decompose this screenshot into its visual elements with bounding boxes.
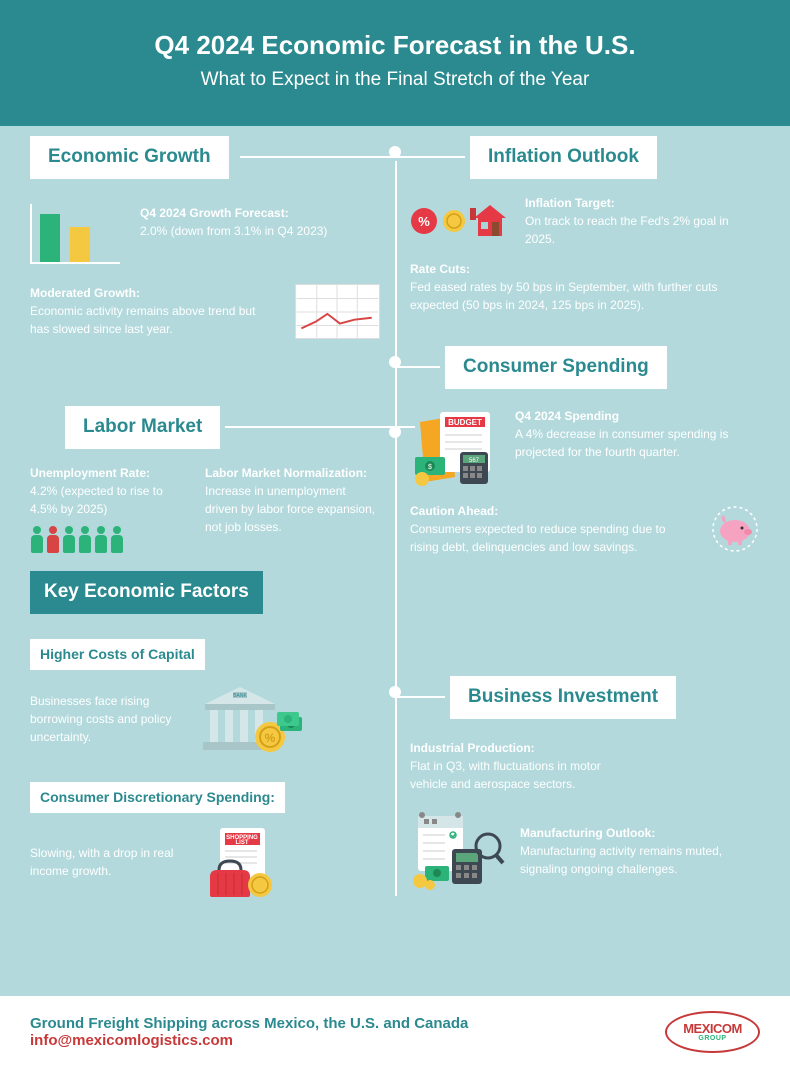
section-economic-growth: Economic Growth Q4 2024 Growth Forecast:… bbox=[30, 136, 380, 339]
section-title: Economic Growth bbox=[30, 136, 229, 179]
growth-forecast-label: Q4 2024 Growth Forecast: bbox=[140, 204, 380, 222]
connector-line bbox=[240, 156, 415, 158]
bank-icon: BANK % bbox=[195, 682, 305, 757]
section-key-factors: Key Economic Factors Higher Costs of Cap… bbox=[30, 571, 380, 900]
moderated-growth-label: Moderated Growth: bbox=[30, 284, 275, 302]
inflation-icons: % bbox=[410, 202, 510, 240]
svg-text:LIST: LIST bbox=[236, 840, 249, 846]
section-title: Consumer Spending bbox=[445, 346, 667, 389]
caution-text: Consumers expected to reduce spending du… bbox=[410, 520, 695, 556]
section-title: Business Investment bbox=[450, 676, 676, 719]
people-icons bbox=[30, 526, 180, 554]
inflation-target-text: On track to reach the Fed's 2% goal in 2… bbox=[525, 212, 760, 248]
rate-cuts-label: Rate Cuts: bbox=[410, 260, 760, 278]
disc-title: Consumer Discretionary Spending: bbox=[30, 782, 285, 813]
timeline-line bbox=[395, 161, 397, 896]
capital-title: Higher Costs of Capital bbox=[30, 639, 205, 670]
svg-text:567: 567 bbox=[469, 458, 480, 464]
section-title: Inflation Outlook bbox=[470, 136, 657, 179]
budget-icon: BUDGET 567 $ bbox=[410, 407, 500, 487]
footer: Ground Freight Shipping across Mexico, t… bbox=[0, 996, 790, 1068]
connector-line bbox=[225, 426, 415, 428]
svg-text:BANK: BANK bbox=[233, 693, 247, 699]
industrial-text: Flat in Q3, with fluctuations in motor v… bbox=[410, 757, 610, 793]
connector-line bbox=[395, 156, 465, 158]
bar-chart-icon bbox=[30, 204, 120, 264]
shopping-icon: SHOPPINGLIST bbox=[195, 825, 285, 900]
rate-cuts-text: Fed eased rates by 50 bps in September, … bbox=[410, 278, 760, 314]
section-title: Labor Market bbox=[65, 406, 220, 449]
manuf-text: Manufacturing activity remains muted, si… bbox=[520, 842, 760, 878]
section-business: Business Investment Industrial Productio… bbox=[410, 676, 760, 891]
infographic-body: Economic Growth Q4 2024 Growth Forecast:… bbox=[0, 126, 790, 996]
company-logo: MEXICOM GROUP bbox=[665, 1011, 760, 1053]
line-chart-icon bbox=[295, 284, 380, 339]
svg-text:%: % bbox=[265, 731, 276, 745]
section-labor: Labor Market Unemployment Rate: 4.2% (ex… bbox=[30, 406, 380, 554]
labor-norm-label: Labor Market Normalization: bbox=[205, 464, 380, 482]
manufacturing-icon bbox=[410, 811, 505, 891]
unemployment-text: 4.2% (expected to rise to 4.5% by 2025) bbox=[30, 484, 163, 516]
manuf-label: Manufacturing Outlook: bbox=[520, 824, 760, 842]
connector-line bbox=[395, 366, 440, 368]
labor-norm-text: Increase in unemployment driven by labor… bbox=[205, 482, 380, 536]
growth-forecast-text: 2.0% (down from 3.1% in Q4 2023) bbox=[140, 222, 380, 240]
section-title: Key Economic Factors bbox=[30, 571, 263, 614]
footer-email[interactable]: info@mexicomlogistics.com bbox=[30, 1032, 468, 1049]
spending-label: Q4 2024 Spending bbox=[515, 407, 760, 425]
page-title: Q4 2024 Economic Forecast in the U.S. bbox=[20, 30, 770, 61]
caution-label: Caution Ahead: bbox=[410, 502, 695, 520]
disc-text: Slowing, with a drop in real income grow… bbox=[30, 844, 180, 880]
section-inflation: Inflation Outlook % Inflation Target: On… bbox=[410, 136, 760, 314]
section-consumer: Consumer Spending BUDGET 567 $ Q4 2024 S… bbox=[410, 346, 760, 556]
piggy-bank-icon bbox=[710, 504, 760, 554]
connector-line bbox=[395, 696, 445, 698]
moderated-growth-text: Economic activity remains above trend bu… bbox=[30, 302, 275, 338]
capital-text: Businesses face rising borrowing costs a… bbox=[30, 692, 180, 746]
page-subtitle: What to Expect in the Final Stretch of t… bbox=[20, 69, 770, 91]
svg-text:BUDGET: BUDGET bbox=[448, 418, 482, 427]
inflation-target-label: Inflation Target: bbox=[525, 194, 760, 212]
svg-text:%: % bbox=[418, 214, 430, 229]
spending-text: A 4% decrease in consumer spending is pr… bbox=[515, 425, 760, 461]
unemployment-label: Unemployment Rate: bbox=[30, 466, 150, 480]
svg-text:$: $ bbox=[428, 464, 432, 471]
industrial-label: Industrial Production: bbox=[410, 739, 610, 757]
header-banner: Q4 2024 Economic Forecast in the U.S. Wh… bbox=[0, 0, 790, 126]
